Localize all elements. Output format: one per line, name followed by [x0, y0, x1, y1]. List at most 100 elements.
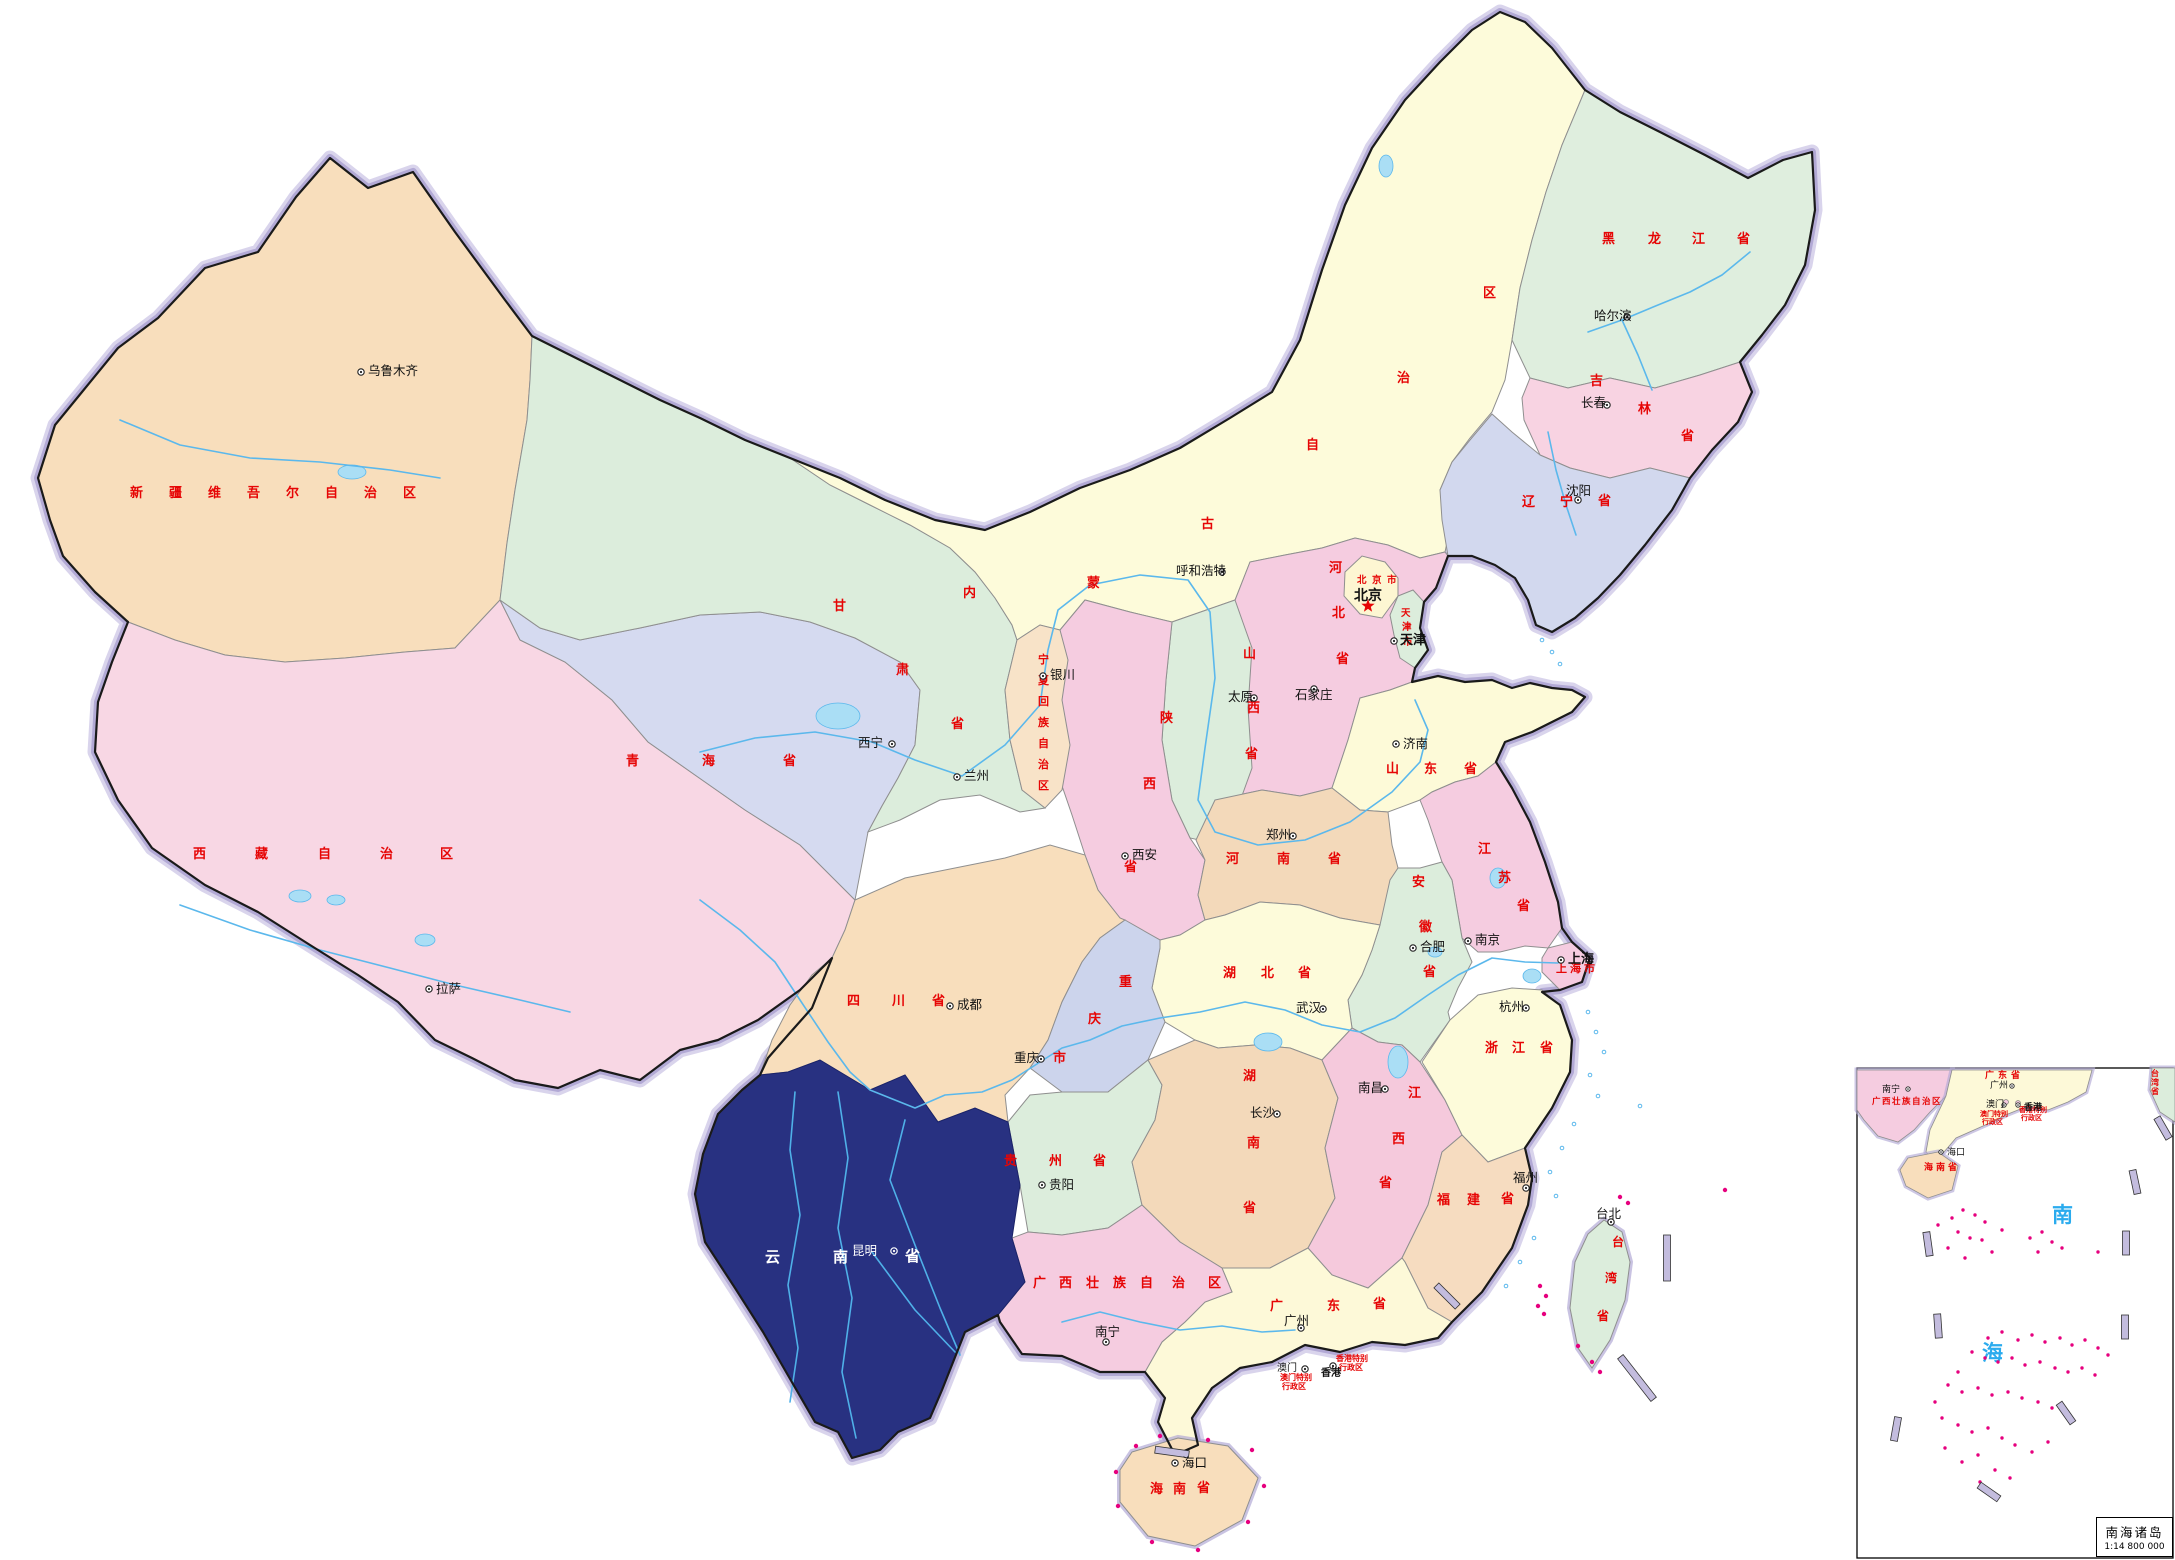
- inset-island-dot: [2093, 1373, 2097, 1377]
- inset-caption-title: 南海诸岛: [2105, 1525, 2164, 1540]
- city-label-yinchuan: 银川: [1050, 667, 1075, 682]
- province-label-xinjiang: 吾: [247, 486, 260, 501]
- province-label-beijing: 北: [1357, 574, 1367, 586]
- inset-island-dot: [1956, 1230, 1960, 1234]
- province-label-hunan: 省: [1242, 1200, 1256, 1216]
- river: [787, 1091, 801, 1403]
- islet-dot: [1559, 1145, 1565, 1151]
- province-label-guangxi: 壮: [1086, 1275, 1099, 1291]
- inset-city-label: 澳门: [1986, 1098, 2004, 1110]
- river: [1061, 1311, 1296, 1333]
- province-label-xizang: 治: [380, 846, 393, 862]
- city-marker-dot-nanning: [1104, 1340, 1108, 1344]
- river: [961, 574, 1429, 846]
- province-label-jiangsu: 苏: [1498, 870, 1511, 886]
- province-label-yunnan: 云: [765, 1248, 780, 1266]
- province-label-jilin: 吉: [1590, 374, 1603, 389]
- inset-island-dot: [1960, 1390, 1964, 1394]
- province-label-shanxi: 山: [1243, 646, 1256, 662]
- province-label-xinjiang: 维: [208, 485, 221, 501]
- islet-dot: [1531, 1235, 1537, 1241]
- province-yunnan[interactable]: [694, 1059, 1026, 1459]
- province-label-neimenggu: 治: [1397, 370, 1410, 386]
- province-label-fujian: 福: [1436, 1192, 1450, 1208]
- province-label-qinghai: 青: [626, 753, 639, 769]
- province-label-hebei: 北: [1332, 606, 1345, 621]
- island-dot: [1133, 1443, 1139, 1449]
- inset-island-dot: [2050, 1240, 2054, 1244]
- inset-island-dot: [1936, 1223, 1940, 1227]
- city-marker-dot-huhehaote: [1220, 570, 1224, 574]
- province-label-zhejiang: 江: [1512, 1040, 1525, 1056]
- river: [179, 904, 571, 1013]
- province-label-heilongjiang: 龙: [1648, 231, 1661, 247]
- inset-island-dot: [2070, 1343, 2074, 1347]
- city-label-lasa: 拉萨: [436, 981, 461, 996]
- province-label-sichuan: 省: [931, 993, 945, 1009]
- province-label-guizhou: 州: [1048, 1154, 1062, 1169]
- province-label-hunan: 湖: [1243, 1069, 1256, 1084]
- boundary-dash: [1663, 1234, 1671, 1282]
- water-layer: [119, 154, 1751, 1439]
- province-label-xinjiang: 区: [403, 486, 416, 501]
- river: [1547, 431, 1577, 536]
- city-marker-dot-guiyang: [1040, 1183, 1044, 1187]
- province-label-heilongjiang: 黑: [1602, 232, 1615, 247]
- lake: [1489, 867, 1507, 889]
- province-ningxia[interactable]: [1004, 624, 1071, 809]
- province-label-xinjiang: 尔: [286, 485, 299, 501]
- city-marker-dot-xianggang: [1331, 1364, 1335, 1368]
- province-label-hubei: 湖: [1223, 966, 1236, 981]
- inset-island-dot: [2023, 1363, 2027, 1367]
- city-label-huhehaote: 呼和浩特: [1176, 563, 1226, 578]
- inset-city-marker-dot: [2003, 1104, 2005, 1106]
- province-sichuan[interactable]: [759, 844, 1127, 1123]
- province-label-liaoning: 辽: [1522, 495, 1536, 510]
- province-label-yunnan: 省: [904, 1247, 920, 1265]
- city-marker-dot-taiyuan: [1252, 696, 1256, 700]
- city-marker-dot-tianjin: [1392, 639, 1396, 643]
- city-marker-dot-fuzhou: [1524, 1186, 1528, 1190]
- inset-city-marker-dot: [1940, 1151, 1942, 1153]
- city-marker-dot-chengdu: [948, 1004, 952, 1008]
- sar-label: 澳门特别: [1280, 1372, 1312, 1382]
- island-dot: [1722, 1187, 1728, 1193]
- sar-label: 行政区: [1338, 1362, 1363, 1372]
- province-taiwan[interactable]: [1569, 1219, 1631, 1369]
- province-hainan[interactable]: [1119, 1437, 1259, 1547]
- island-dot: [1597, 1369, 1603, 1375]
- boundary-dash: [1922, 1231, 1934, 1257]
- city-marker-dot-aomen: [1303, 1367, 1307, 1371]
- city-marker-dot-hefei: [1411, 946, 1415, 950]
- island-dot: [1205, 1437, 1211, 1443]
- inset-label: 广东省: [1985, 1069, 2024, 1081]
- lake: [414, 933, 436, 947]
- inset-island-dot: [1943, 1446, 1947, 1450]
- city-label-guangzhou: 广州: [1284, 1313, 1309, 1328]
- province-label-fujian: 省: [1500, 1191, 1514, 1207]
- river: [1587, 251, 1751, 333]
- inset-region-guangdong-mini: [1925, 1069, 2093, 1161]
- island-dot: [1115, 1503, 1121, 1509]
- inset-island-dot: [1996, 1360, 2000, 1364]
- river: [889, 1119, 961, 1356]
- province-label-liaoning: 宁: [1560, 494, 1573, 510]
- province-label-jiangxi: 省: [1378, 1175, 1392, 1191]
- city-marker-dot-hangzhou: [1524, 1006, 1528, 1010]
- province-label-guizhou: 省: [1092, 1153, 1106, 1169]
- province-label-jiangxi: 江: [1408, 1085, 1421, 1101]
- city-label-taiyuan: 太原: [1228, 689, 1253, 704]
- island-dot: [1625, 1200, 1631, 1206]
- inset-island-dot: [1968, 1236, 1972, 1240]
- city-marker-kunming: [890, 1247, 898, 1255]
- city-label-jinan: 济南: [1403, 736, 1428, 751]
- province-label-xizang: 自: [318, 846, 331, 862]
- province-label-heilongjiang: 省: [1736, 231, 1750, 247]
- inset-island-dot: [1963, 1256, 1967, 1260]
- island-dot: [1541, 1311, 1547, 1317]
- inset-region-taiwan-mini: [2149, 1067, 2175, 1123]
- inset-island-dot: [2036, 1250, 2040, 1254]
- inset-island-dot: [1933, 1400, 1937, 1404]
